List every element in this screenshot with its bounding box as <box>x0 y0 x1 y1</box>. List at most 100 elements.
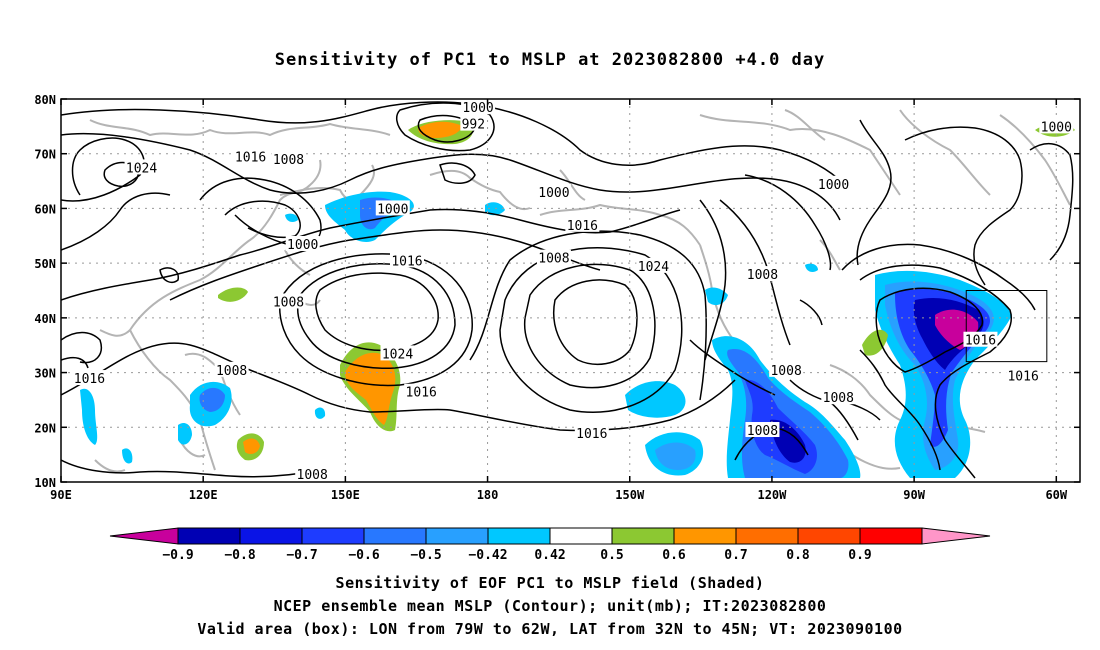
colorbar-upper-triangle <box>921 527 991 545</box>
contour-label: 1008 <box>538 252 569 267</box>
contour-label-bg <box>460 115 487 131</box>
y-tick-label: 70N <box>34 148 56 162</box>
colorbar-label: −0.5 <box>410 548 441 563</box>
contour-label-bg <box>536 249 571 265</box>
contour-label-bg <box>389 252 424 268</box>
contour-label: 1024 <box>638 260 669 275</box>
contour-label-bg <box>72 370 107 386</box>
colorbar-label: 0.9 <box>848 548 871 563</box>
contour-label: 1008 <box>273 153 304 168</box>
contour-label-bg <box>233 148 268 164</box>
contour-label-bg <box>271 293 306 309</box>
contour-label-bg <box>1006 367 1041 383</box>
contour-label-bg <box>769 361 804 377</box>
x-tick-label: 150E <box>331 488 360 502</box>
contour-label: 1024 <box>382 347 413 362</box>
colorbar-segment <box>425 527 489 545</box>
contour-label: 1000 <box>462 101 493 116</box>
caption-contour: NCEP ensemble mean MSLP (Contour); unit(… <box>273 597 827 615</box>
contour-label: 1000 <box>818 178 849 193</box>
contour-label: 1000 <box>538 186 569 201</box>
x-tick-label: 90E <box>50 488 72 502</box>
contour-label: 1016 <box>576 427 607 442</box>
colorbar-segment <box>797 527 861 545</box>
contour-label: 1000 <box>377 202 408 217</box>
colorbar-label: 0.7 <box>724 548 747 563</box>
y-tick-label: 50N <box>34 257 56 271</box>
contour-label-bg <box>574 424 609 440</box>
valid-area-box <box>965 290 1048 363</box>
contour-label: 1016 <box>235 150 266 165</box>
contour-label: 1008 <box>770 364 801 379</box>
map-axes: 90E 120E 150E 180 150W 120W 90W 60W 10N 20N 30N 40N… <box>34 93 1080 502</box>
contour-label: 1000 <box>1041 120 1072 135</box>
contour-label-bg <box>963 331 998 347</box>
contour-label: 1008 <box>297 468 328 483</box>
contour-label: 1016 <box>391 254 422 269</box>
colorbar-segment <box>549 527 613 545</box>
colorbar-segment <box>301 527 365 545</box>
contour-label: 1008 <box>216 364 247 379</box>
page-title: Sensitivity of PC1 to MSLP at 2023082800… <box>274 50 826 70</box>
colorbar-label: 0.42 <box>534 548 565 563</box>
colorbar-segment <box>859 527 923 545</box>
contour-label-bg <box>461 99 496 115</box>
x-tick-label: 120E <box>189 488 218 502</box>
contour-label: 1008 <box>747 268 778 283</box>
contour-label-bg <box>1039 118 1074 134</box>
contour-label-bg <box>404 383 439 399</box>
colorbar-segment <box>487 527 551 545</box>
x-tick-label: 150W <box>615 488 645 502</box>
contour-label: 1024 <box>126 161 157 176</box>
contour-label-bg <box>380 345 415 361</box>
contour-label: 992 <box>462 118 485 133</box>
contour-label: 1016 <box>567 219 598 234</box>
contour-label: 1016 <box>74 372 105 387</box>
contour-label-bg <box>285 235 320 251</box>
contour-label: 1008 <box>273 295 304 310</box>
colorbar-segment <box>673 527 737 545</box>
colorbar: −0.9 −0.8 −0.7 −0.6 −0.5 −0.42 0.42 0.5 0.6 0.7 0.… <box>109 527 991 563</box>
contour-label-bg <box>821 389 856 405</box>
colorbar-segment <box>611 527 675 545</box>
sensitivity-map: 1000 992 1000 1024 1016 1008 1000 1000 1000 1016 1… <box>34 93 1081 563</box>
contour-label-bg <box>745 266 780 282</box>
caption-shaded: Sensitivity of EOF PC1 to MSLP field (Sh… <box>335 574 765 592</box>
colorbar-segment <box>363 527 427 545</box>
contour-labels: 1000 992 1000 1024 1016 1008 1000 1000 1000 1016 1… <box>72 99 1074 483</box>
map-frame <box>60 98 1081 483</box>
colorbar-label: −0.9 <box>162 548 193 563</box>
y-tick-label: 10N <box>34 476 56 490</box>
contour-label-bg <box>295 465 330 481</box>
colorbar-label: −0.42 <box>468 548 507 563</box>
colorbar-segment <box>735 527 799 545</box>
colorbar-label: −0.7 <box>286 548 317 563</box>
colorbar-label: −0.6 <box>348 548 379 563</box>
y-tick-label: 80N <box>34 93 56 107</box>
colorbar-segment <box>239 527 303 545</box>
contour-label: 1016 <box>1007 369 1038 384</box>
colorbar-segment <box>177 527 241 545</box>
colorbar-label: 0.6 <box>662 548 686 563</box>
contour-label-bg <box>745 422 780 438</box>
contour-label-bg <box>271 151 306 167</box>
contour-label: 1008 <box>747 424 778 439</box>
colorbar-label: 0.5 <box>600 548 623 563</box>
y-tick-label: 40N <box>34 312 56 326</box>
contour-label: 1008 <box>823 391 854 406</box>
mslp-contours <box>61 101 1074 479</box>
contour-label: 1000 <box>287 238 318 253</box>
contour-label-bg <box>214 361 249 377</box>
x-tick-label: 120W <box>757 488 787 502</box>
colorbar-label: −0.8 <box>224 548 255 563</box>
colorbar-label: 0.8 <box>786 548 810 563</box>
sensitivity-shading <box>80 120 1075 478</box>
y-tick-label: 20N <box>34 421 56 435</box>
caption-valid-area: Valid area (box): LON from 79W to 62W, L… <box>197 620 903 638</box>
contour-label-bg <box>565 216 600 232</box>
y-tick-label: 60N <box>34 202 56 216</box>
contour-label-bg <box>124 159 159 175</box>
contour-label: 1016 <box>406 386 437 401</box>
x-tick-label: 180 <box>477 488 499 502</box>
x-tick-label: 90W <box>903 488 925 502</box>
